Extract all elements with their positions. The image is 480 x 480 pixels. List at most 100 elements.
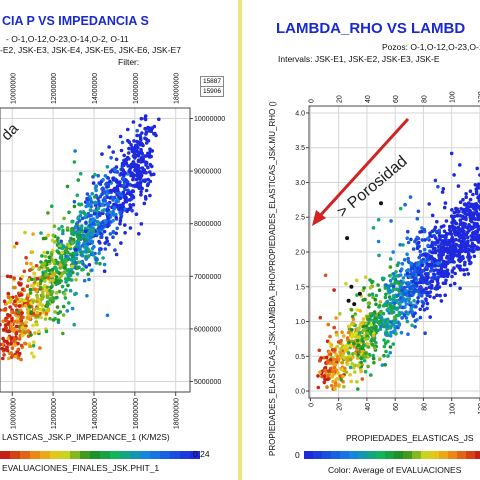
left-scatter-point — [73, 149, 77, 153]
left-scatter-point — [99, 235, 103, 239]
right-x-axis-label: PROPIEDADES_ELASTICAS_JS — [346, 433, 474, 443]
right-scatter-point — [425, 301, 430, 306]
left-scatter-point — [76, 215, 81, 219]
right-outlier-point — [349, 284, 354, 289]
left-scatter-point — [87, 263, 92, 267]
right-scatter-point — [350, 362, 354, 366]
left-scatter-point — [1, 336, 5, 341]
left-scatter-point — [128, 226, 133, 230]
left-scatter-point — [61, 313, 66, 317]
left-scatter-point — [61, 331, 65, 336]
right-scatter-point — [471, 192, 475, 197]
right-outlier-point — [357, 291, 362, 296]
left-scatter-point — [113, 248, 117, 252]
left-scatter-point — [57, 289, 62, 294]
left-scatter-point — [114, 165, 119, 169]
right-y-tick-label: 1.0 — [295, 319, 305, 326]
left-colorbar-segment — [40, 451, 50, 459]
right-scatter-point — [421, 301, 426, 306]
right-scatter-point — [354, 331, 358, 335]
left-x-tick-label: 16000000 — [133, 398, 140, 429]
left-scatter-point — [105, 239, 109, 243]
right-scatter-point — [355, 308, 360, 312]
left-scatter-point — [139, 222, 144, 226]
left-scatter-point — [39, 315, 43, 320]
left-scatter-point — [5, 339, 9, 344]
left-scatter-point — [129, 173, 133, 178]
right-scatter-point — [388, 279, 393, 283]
left-scatter-point — [53, 240, 57, 244]
right-scatter-point — [358, 309, 363, 313]
right-scatter-point — [463, 260, 467, 265]
left-scatter-point — [100, 203, 105, 207]
left-scatter-point — [102, 223, 106, 227]
right-scatter-point — [415, 263, 420, 268]
left-scatter-point — [53, 265, 57, 270]
left-scatter-point — [114, 231, 118, 236]
left-scatter-point — [17, 337, 22, 341]
left-scatter-point — [1, 356, 5, 361]
right-scatter-point — [447, 258, 451, 262]
left-scatter-point — [20, 325, 25, 330]
left-scatter-point — [143, 117, 148, 122]
left-scatter-point — [65, 226, 70, 230]
left-scatter-point — [70, 254, 74, 258]
left-scatter-point — [152, 124, 157, 129]
left-scatter-point — [43, 275, 48, 280]
right-scatter-point — [350, 314, 355, 319]
left-scatter-point — [33, 287, 37, 292]
right-scatter-point — [367, 305, 371, 309]
right-intervals-line: Intervals: JSK-E1, JSK-E2, JSK-E3, JSK-E — [278, 54, 440, 64]
left-scatter-point — [40, 263, 44, 267]
right-scatter-point — [430, 283, 434, 288]
right-scatter-point — [441, 264, 445, 268]
right-scatter-point — [339, 347, 343, 351]
left-scatter-point — [141, 169, 146, 173]
left-scatter-point — [131, 177, 135, 182]
left-scatter-point — [20, 322, 25, 326]
right-scatter-point — [377, 253, 381, 258]
right-colorbar-min: 0 — [295, 450, 300, 460]
left-scatter-point — [123, 196, 128, 200]
left-scatter-point — [147, 129, 152, 133]
right-scatter-point — [433, 178, 438, 183]
left-scatter-point — [59, 239, 63, 244]
left-scatter-point — [108, 196, 112, 200]
right-scatter-point — [457, 255, 462, 259]
left-scatter-point — [16, 347, 21, 352]
right-scatter-point — [353, 363, 357, 368]
right-scatter-point — [389, 219, 393, 223]
left-scatter-point — [46, 211, 50, 215]
right-scatter-point — [407, 274, 412, 279]
left-scatter-point — [70, 227, 74, 231]
left-scatter-point — [143, 154, 148, 158]
right-scatter-point — [317, 348, 322, 353]
porosity-arrow — [312, 117, 410, 226]
left-scatter-point — [65, 272, 70, 276]
left-scatter-point — [89, 213, 93, 218]
right-scatter-point — [360, 349, 365, 353]
right-scatter-point — [455, 214, 460, 218]
left-scatter-point — [144, 188, 149, 193]
right-scatter-point — [425, 281, 430, 286]
left-scatter-point — [51, 233, 56, 238]
left-scatter-point — [118, 210, 122, 215]
left-scatter-point — [139, 193, 143, 197]
right-scatter-point — [410, 323, 414, 328]
right-scatter-point — [453, 227, 457, 232]
right-scatter-point — [343, 348, 348, 352]
right-scatter-point — [430, 250, 434, 255]
left-scatter-point — [9, 351, 13, 355]
right-scatter-point — [374, 325, 378, 329]
left-scatter-point — [66, 283, 70, 288]
left-scatter-point — [35, 306, 40, 311]
left-scatter-point — [84, 244, 89, 249]
right-scatter-point — [450, 235, 455, 240]
left-scatter-point — [70, 240, 75, 244]
left-scatter-point — [157, 117, 161, 122]
left-colorbar-segment — [120, 451, 130, 459]
left-scatter-point — [96, 173, 100, 178]
left-scatter-point — [39, 260, 43, 264]
right-scatter-point — [432, 276, 437, 281]
right-scatter-point — [370, 279, 375, 284]
